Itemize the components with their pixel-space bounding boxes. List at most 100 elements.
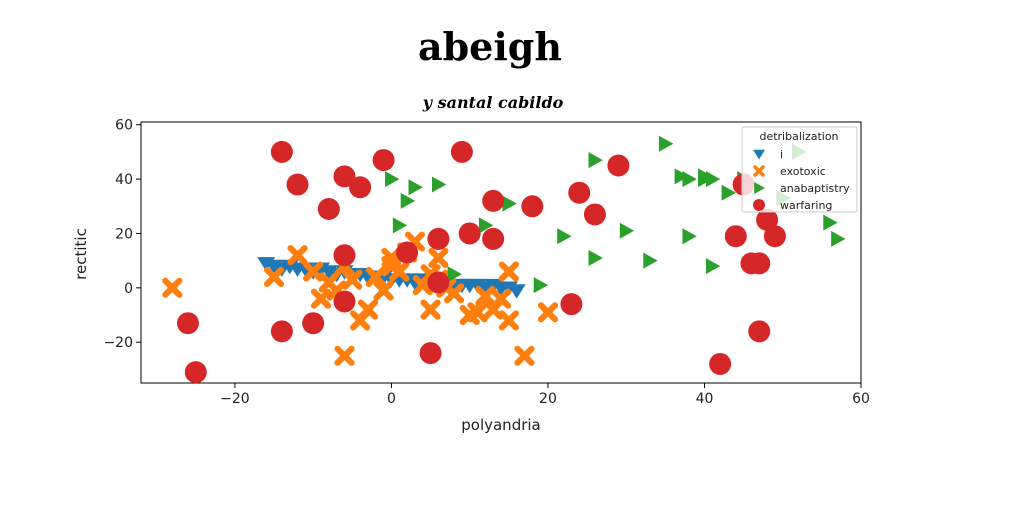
- point-exotoxic-stroke: [310, 288, 332, 309]
- point-exotoxic: [373, 280, 394, 301]
- point-exotoxic-stroke: [467, 302, 488, 323]
- point-warfaring: [763, 225, 786, 248]
- point-exotoxic: [467, 302, 488, 323]
- point-exotoxic-stroke: [475, 285, 496, 307]
- point-warfaring: [286, 173, 309, 196]
- legend-box: [741, 126, 858, 213]
- point-anabaptistry: [588, 249, 603, 266]
- point-exotoxic: [498, 261, 519, 282]
- point-warfaring: [482, 189, 505, 212]
- point-anabaptistry: [682, 171, 697, 188]
- point-exotoxic-stroke: [537, 302, 559, 323]
- point-warfaring: [349, 176, 372, 199]
- series-anabaptistry: [385, 135, 846, 294]
- point-exotoxic-stroke: [443, 283, 465, 304]
- legend-title: detribalization: [759, 130, 838, 143]
- legend-item-anabaptistry: anabaptistry: [754, 182, 850, 195]
- legend-marker: [753, 149, 765, 160]
- point-anabaptistry: [502, 195, 517, 212]
- point-warfaring: [184, 361, 207, 384]
- point-exotoxic-stroke: [389, 261, 410, 282]
- point-exotoxic: [514, 345, 535, 366]
- point-anabaptistry: [588, 152, 603, 169]
- legend-entries: i exotoxic anabaptistry warfaring: [753, 148, 850, 212]
- point-anabaptistry: [385, 171, 400, 188]
- legend-item-i: i: [753, 148, 783, 161]
- point-exotoxic: [287, 245, 308, 266]
- point-warfaring: [302, 312, 325, 335]
- point-warfaring: [427, 271, 450, 294]
- point-exotoxic: [389, 261, 410, 282]
- plot-area-frame: [140, 121, 862, 384]
- y-tick-label: 20: [115, 226, 133, 242]
- legend-marker: [753, 199, 765, 211]
- chart-title: abeigh: [418, 24, 562, 69]
- point-anabaptistry: [823, 214, 838, 231]
- legend-marker: [754, 182, 765, 194]
- point-warfaring: [427, 227, 450, 250]
- x-tick-label: 20: [539, 391, 557, 407]
- point-exotoxic: [357, 299, 379, 320]
- point-exotoxic: [443, 283, 465, 304]
- point-exotoxic-stroke: [381, 247, 402, 269]
- point-exotoxic: [498, 310, 519, 331]
- point-warfaring: [482, 227, 505, 250]
- legend-label: exotoxic: [780, 165, 826, 178]
- point-warfaring: [333, 165, 356, 188]
- y-tick-label: 0: [124, 281, 133, 297]
- point-exotoxic: [162, 277, 183, 298]
- point-warfaring: [560, 293, 583, 316]
- point-anabaptistry: [408, 179, 423, 196]
- point-exotoxic-stroke: [162, 277, 183, 298]
- point-exotoxic: [263, 266, 285, 288]
- point-warfaring: [333, 244, 356, 267]
- y-axis-label: rectitic: [72, 228, 90, 280]
- point-warfaring: [583, 203, 606, 226]
- point-exotoxic: [303, 261, 324, 282]
- point-warfaring: [607, 154, 630, 177]
- series-warfaring: [176, 140, 786, 384]
- point-exotoxic-stroke: [428, 247, 449, 269]
- chart-subtitle: y santal cabildo: [422, 93, 564, 112]
- legend-marker: [753, 165, 765, 177]
- point-warfaring: [724, 225, 747, 248]
- point-exotoxic-stroke: [287, 245, 308, 266]
- series-exotoxic: [162, 231, 559, 366]
- point-exotoxic-stroke: [514, 345, 535, 366]
- y-tick-label: 60: [115, 118, 133, 134]
- legend-marker-stroke: [753, 165, 765, 177]
- point-exotoxic-stroke: [490, 288, 512, 309]
- point-anabaptistry: [431, 176, 447, 193]
- point-anabaptistry: [643, 252, 658, 269]
- x-axis-label: polyandria: [461, 416, 541, 434]
- point-warfaring: [568, 181, 591, 204]
- point-exotoxic-stroke: [498, 261, 519, 282]
- point-warfaring: [709, 352, 732, 375]
- point-anabaptistry: [447, 266, 463, 283]
- point-warfaring: [419, 342, 442, 365]
- point-anabaptistry: [705, 258, 721, 275]
- point-anabaptistry: [392, 217, 408, 234]
- point-exotoxic-stroke: [334, 345, 355, 366]
- point-exotoxic: [490, 288, 512, 309]
- point-anabaptistry: [674, 168, 689, 185]
- legend: detribalization i exotoxic anabaptistry war…: [741, 126, 858, 213]
- point-warfaring: [748, 252, 771, 275]
- point-warfaring: [450, 140, 473, 163]
- point-exotoxic-stroke: [342, 269, 363, 290]
- point-exotoxic-stroke: [420, 299, 441, 320]
- legend-item-exotoxic: exotoxic: [753, 165, 826, 178]
- point-warfaring: [756, 208, 779, 231]
- point-exotoxic-stroke: [498, 310, 519, 331]
- x-tick-label: 0: [387, 391, 396, 407]
- point-anabaptistry: [400, 192, 416, 209]
- point-anabaptistry: [721, 184, 736, 201]
- point-exotoxic: [342, 269, 363, 290]
- point-warfaring: [458, 222, 481, 245]
- point-anabaptistry: [698, 171, 713, 188]
- point-exotoxic-stroke: [326, 280, 347, 301]
- point-warfaring: [396, 241, 419, 264]
- point-warfaring: [748, 320, 771, 343]
- point-exotoxic: [334, 345, 355, 366]
